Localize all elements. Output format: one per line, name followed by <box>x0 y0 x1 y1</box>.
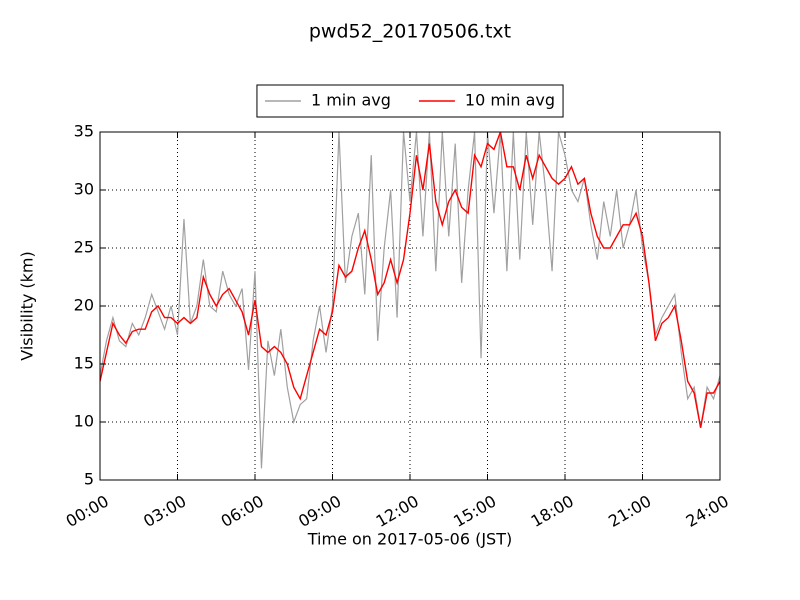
x-tick-label: 06:00 <box>218 491 267 531</box>
chart-title: pwd52_20170506.txt <box>309 21 511 43</box>
y-tick-label: 25 <box>74 238 94 257</box>
y-tick-label: 15 <box>74 354 94 373</box>
legend-box <box>256 84 564 118</box>
grid <box>100 132 720 480</box>
legend-label: 1 min avg <box>311 91 391 110</box>
y-tick-label: 5 <box>84 470 94 489</box>
x-axis-label: Time on 2017-05-06 (JST) <box>307 530 512 549</box>
x-tick-label: 24:00 <box>683 491 732 531</box>
x-tick-label: 00:00 <box>63 491 112 531</box>
legend-label: 10 min avg <box>465 91 555 110</box>
legend: 1 min avg 10 min avg <box>256 84 564 118</box>
data-line <box>100 132 720 428</box>
data-line <box>100 132 720 469</box>
x-tick-label: 12:00 <box>373 491 422 531</box>
y-tick-label: 10 <box>74 412 94 431</box>
x-tick-label: 18:00 <box>528 491 577 531</box>
y-axis-label: Visibility (km) <box>18 251 37 360</box>
x-tick-label: 21:00 <box>605 491 654 531</box>
x-tick-label: 15:00 <box>450 491 499 531</box>
y-tick-label: 35 <box>74 122 94 141</box>
y-tick-label: 20 <box>74 296 94 315</box>
plot-data <box>100 132 720 469</box>
x-tick-label: 09:00 <box>295 491 344 531</box>
y-tick-label: 30 <box>74 180 94 199</box>
x-tick-label: 03:00 <box>140 491 189 531</box>
